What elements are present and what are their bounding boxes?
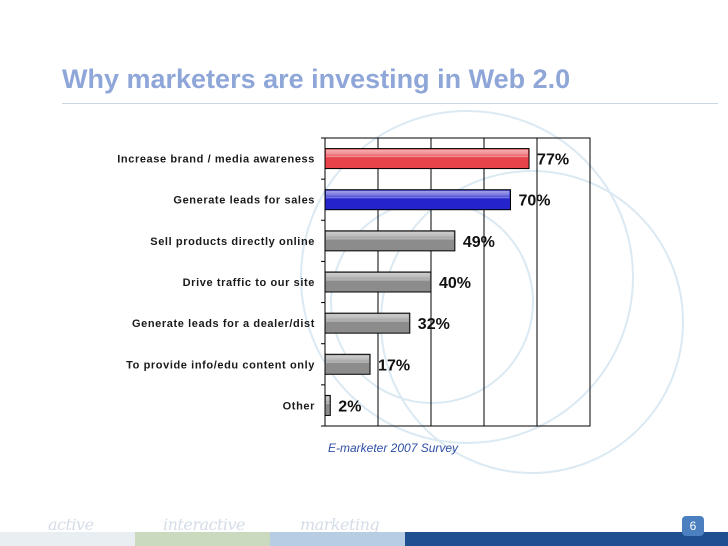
value-label: 2% (338, 398, 361, 415)
title-divider (62, 103, 718, 104)
footer-word-active: active (48, 515, 94, 534)
bar-highlight (326, 396, 330, 415)
value-label: 49% (463, 234, 495, 251)
category-label: To provide info/edu content only (126, 359, 315, 371)
value-label: 77% (537, 152, 569, 169)
page-number: 6 (682, 516, 704, 536)
bar-highlight (326, 190, 510, 209)
value-label: 32% (418, 316, 450, 333)
value-label: 17% (378, 357, 410, 374)
value-label: 40% (439, 275, 471, 292)
footer-strip-1 (0, 532, 135, 546)
footer-bar: active interactive marketing (0, 515, 728, 546)
chart-source-note: E-marketer 2007 Survey (328, 441, 459, 455)
bar-highlight (326, 355, 370, 374)
bar-highlight (326, 231, 454, 250)
category-label: Generate leads for sales (173, 195, 315, 207)
footer-strip-4 (405, 532, 728, 546)
category-label: Generate leads for a dealer/dist (132, 318, 315, 330)
footer-strip-2 (135, 532, 270, 546)
category-label: Drive traffic to our site (183, 277, 315, 289)
slide-title: Why marketers are investing in Web 2.0 (62, 64, 571, 94)
category-label: Increase brand / media awareness (117, 154, 315, 166)
value-label: 70% (519, 193, 551, 210)
category-label: Sell products directly online (150, 236, 315, 248)
category-label: Other (283, 400, 315, 412)
footer-word-marketing: marketing (300, 515, 380, 534)
bar-highlight (326, 314, 409, 333)
bar-highlight (326, 273, 430, 291)
footer-word-interactive: interactive (163, 515, 246, 534)
bar-highlight (326, 149, 529, 168)
footer-strip-3 (270, 532, 405, 546)
